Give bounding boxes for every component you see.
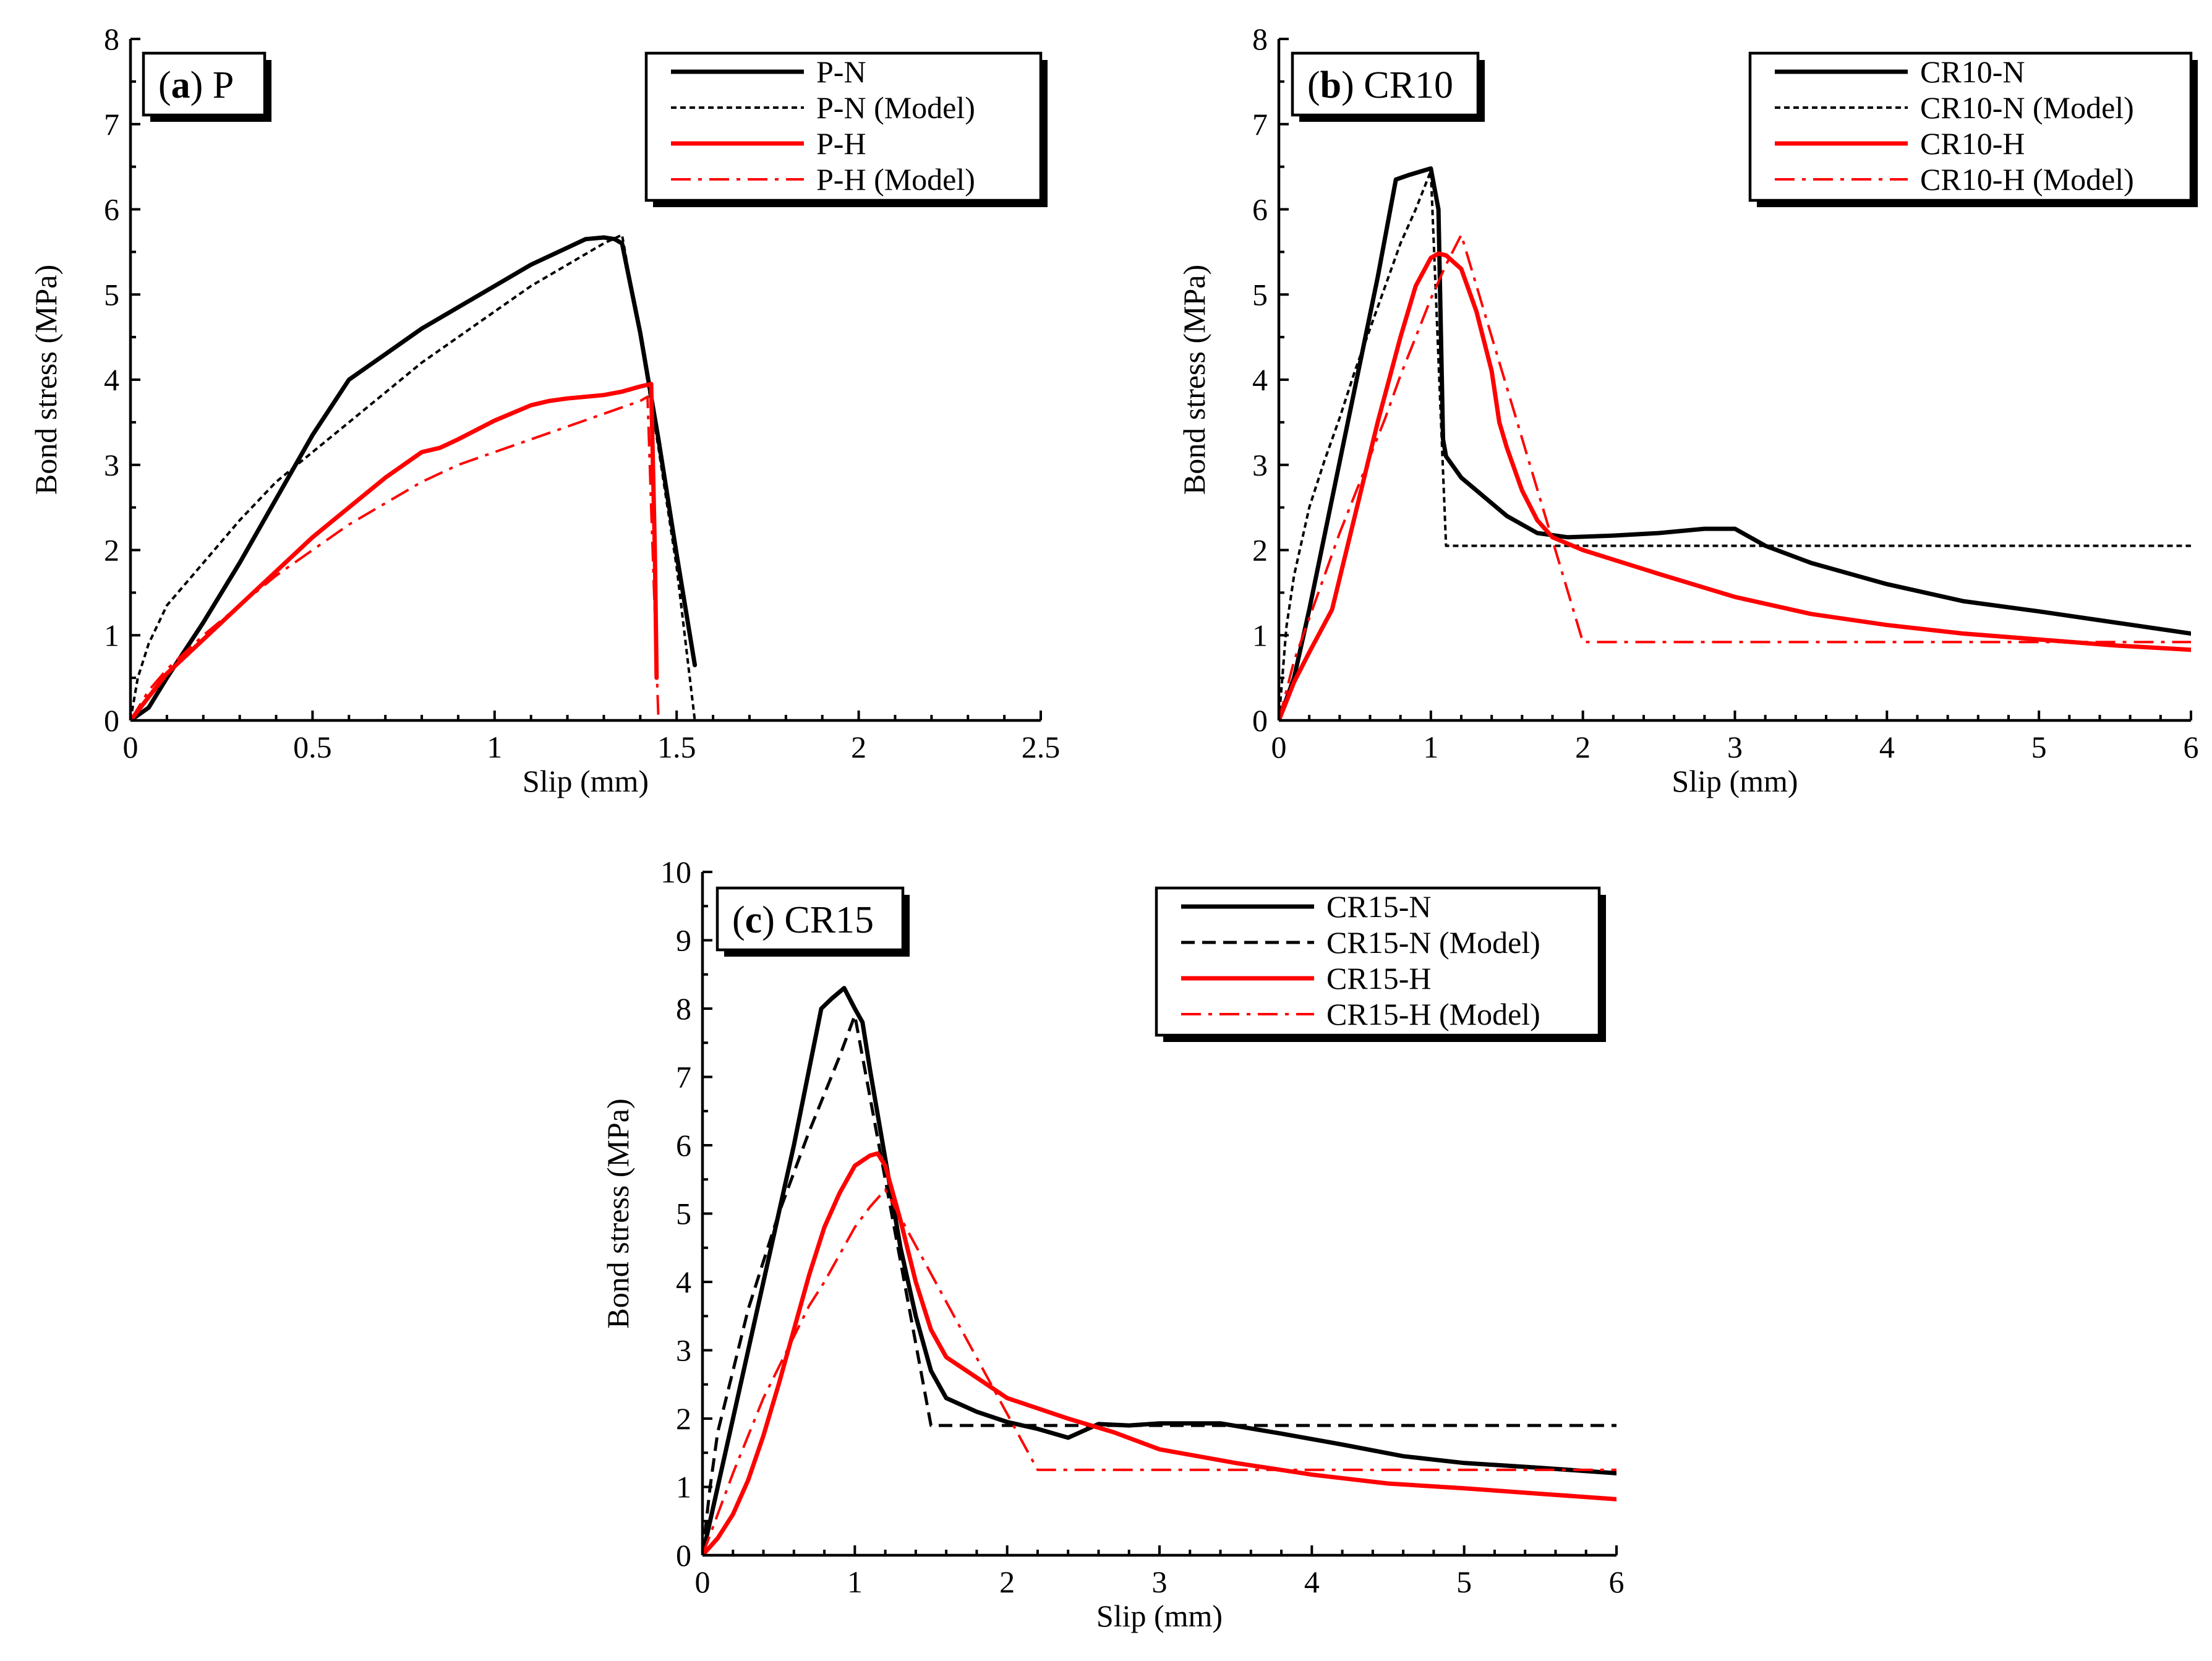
y-tick-label: 1 — [1252, 618, 1268, 652]
legend-label: CR10-H — [1920, 126, 2025, 161]
y-axis-title: Bond stress (MPa) — [1177, 265, 1211, 495]
y-tick-label: 2 — [676, 1401, 691, 1436]
y-tick-label: 9 — [676, 923, 691, 958]
x-tick-label: 4 — [1304, 1565, 1320, 1599]
legend-label: CR15-H (Model) — [1326, 997, 1540, 1031]
x-tick-label: 2 — [1575, 730, 1591, 764]
series-line-p-h — [130, 382, 659, 720]
chart-panel-b: 0 1 2 3 4 5 6 7 8 0 1 2 3 4 5 6 Slip (mm) Bond stress (MP… — [1177, 22, 2199, 798]
y-tick-label: 7 — [676, 1060, 691, 1095]
series-group — [702, 986, 1616, 1555]
panel-label-box — [715, 886, 905, 952]
y-tick-label: 8 — [676, 991, 691, 1026]
legend-label: CR10-H (Model) — [1920, 162, 2134, 197]
y-tick-label: 3 — [676, 1333, 691, 1368]
y-tick-label: 3 — [1252, 448, 1268, 482]
panel-label: (c) CR15 — [732, 899, 874, 941]
x-axis-title: Slip (mm) — [1672, 764, 1798, 798]
y-axis-title: Bond stress (MPa) — [28, 265, 63, 495]
y-tick-label: 6 — [676, 1128, 691, 1163]
x-tick-label: 0 — [1271, 730, 1287, 764]
y-tick-label: 4 — [104, 362, 119, 397]
x-tick-label: 3 — [1727, 730, 1743, 764]
y-tick-label: 0 — [1252, 703, 1268, 738]
y-tick-label: 0 — [676, 1538, 691, 1573]
series-group — [130, 233, 698, 720]
x-tick-label: 6 — [1609, 1565, 1625, 1599]
y-tick-label: 2 — [1252, 533, 1268, 568]
x-tick-label: 5 — [2031, 730, 2047, 764]
legend-label: CR15-N — [1326, 889, 1431, 924]
chart-panel-a: 0 1 2 3 4 5 6 7 8 0 0.5 1 1.5 2 2.5 Slip (mm) Bond stres… — [28, 22, 1060, 798]
y-tick-label: 6 — [1252, 192, 1268, 227]
series-line-cr15-h-model — [702, 1188, 1616, 1555]
y-tick-label: 2 — [104, 533, 119, 568]
y-tick-label: 7 — [104, 107, 119, 142]
series-line-cr10-h-model — [1279, 233, 2191, 720]
legend-label: P-H — [816, 126, 866, 161]
series-line-cr10-h — [1279, 251, 2191, 720]
legend-label: P-N (Model) — [816, 90, 975, 125]
legend-label: CR10-N — [1920, 54, 2025, 89]
x-tick-label: 5 — [1456, 1565, 1472, 1599]
x-tick-label: 0.5 — [293, 730, 332, 764]
x-tick-label: 3 — [1152, 1565, 1168, 1599]
x-tick-label: 1.5 — [657, 730, 696, 764]
series-line-p-n — [130, 235, 698, 720]
x-tick-label: 0 — [695, 1565, 711, 1599]
y-tick-label: 5 — [676, 1197, 691, 1231]
series-line-p-n-model — [130, 233, 696, 720]
panel-label: (b) CR10 — [1307, 64, 1453, 106]
x-axis-title: Slip (mm) — [523, 764, 649, 798]
legend-box — [644, 51, 1043, 202]
y-tick-label: 3 — [104, 448, 119, 482]
y-tick-label: 4 — [676, 1265, 691, 1299]
y-tick-label: 10 — [660, 855, 691, 889]
legend-box — [1155, 886, 1601, 1037]
series-line-p-h-model — [130, 395, 660, 720]
y-tick-label: 1 — [676, 1470, 691, 1505]
legend-label: P-N — [816, 54, 866, 89]
y-tick-label: 5 — [1252, 277, 1268, 312]
series-line-cr15-n-model — [702, 1014, 1616, 1555]
legend-label: CR15-H — [1326, 961, 1431, 996]
series-group — [1279, 166, 2191, 720]
x-axis-title: Slip (mm) — [1096, 1599, 1223, 1633]
chart-panel-c: 0 1 2 3 4 5 6 7 8 9 10 0 1 2 3 4 5 6 Slip (mm) Bond stress … — [600, 855, 1625, 1633]
y-tick-label: 6 — [104, 192, 119, 227]
y-tick-label: 8 — [1252, 22, 1268, 56]
panel-label-box — [1291, 51, 1480, 117]
x-tick-label: 6 — [2184, 730, 2199, 764]
y-tick-label: 8 — [104, 22, 119, 56]
panel-label-box — [142, 51, 267, 117]
legend-label: CR10-N (Model) — [1920, 90, 2134, 125]
y-tick-label: 0 — [104, 703, 119, 738]
y-tick-label: 4 — [1252, 362, 1268, 397]
series-line-cr10-n-model — [1279, 169, 2191, 720]
y-tick-label: 5 — [104, 277, 119, 312]
x-tick-label: 2 — [851, 730, 866, 764]
series-line-cr15-h — [702, 1151, 1616, 1555]
legend-label: CR15-N (Model) — [1326, 925, 1540, 960]
x-tick-label: 1 — [847, 1565, 863, 1599]
x-tick-label: 2 — [999, 1565, 1015, 1599]
panel-label: (a) P — [158, 64, 234, 106]
series-line-cr10-n — [1279, 166, 2191, 720]
y-tick-label: 1 — [104, 618, 119, 652]
x-tick-label: 2.5 — [1022, 730, 1061, 764]
series-line-cr15-n — [702, 986, 1616, 1555]
x-tick-label: 1 — [1423, 730, 1438, 764]
legend-label: P-H (Model) — [816, 162, 975, 197]
x-tick-label: 1 — [487, 730, 502, 764]
y-axis-title: Bond stress (MPa) — [600, 1098, 635, 1328]
x-tick-label: 0 — [123, 730, 139, 764]
y-tick-label: 7 — [1252, 107, 1268, 142]
legend-box — [1748, 51, 2193, 202]
x-tick-label: 4 — [1879, 730, 1895, 764]
